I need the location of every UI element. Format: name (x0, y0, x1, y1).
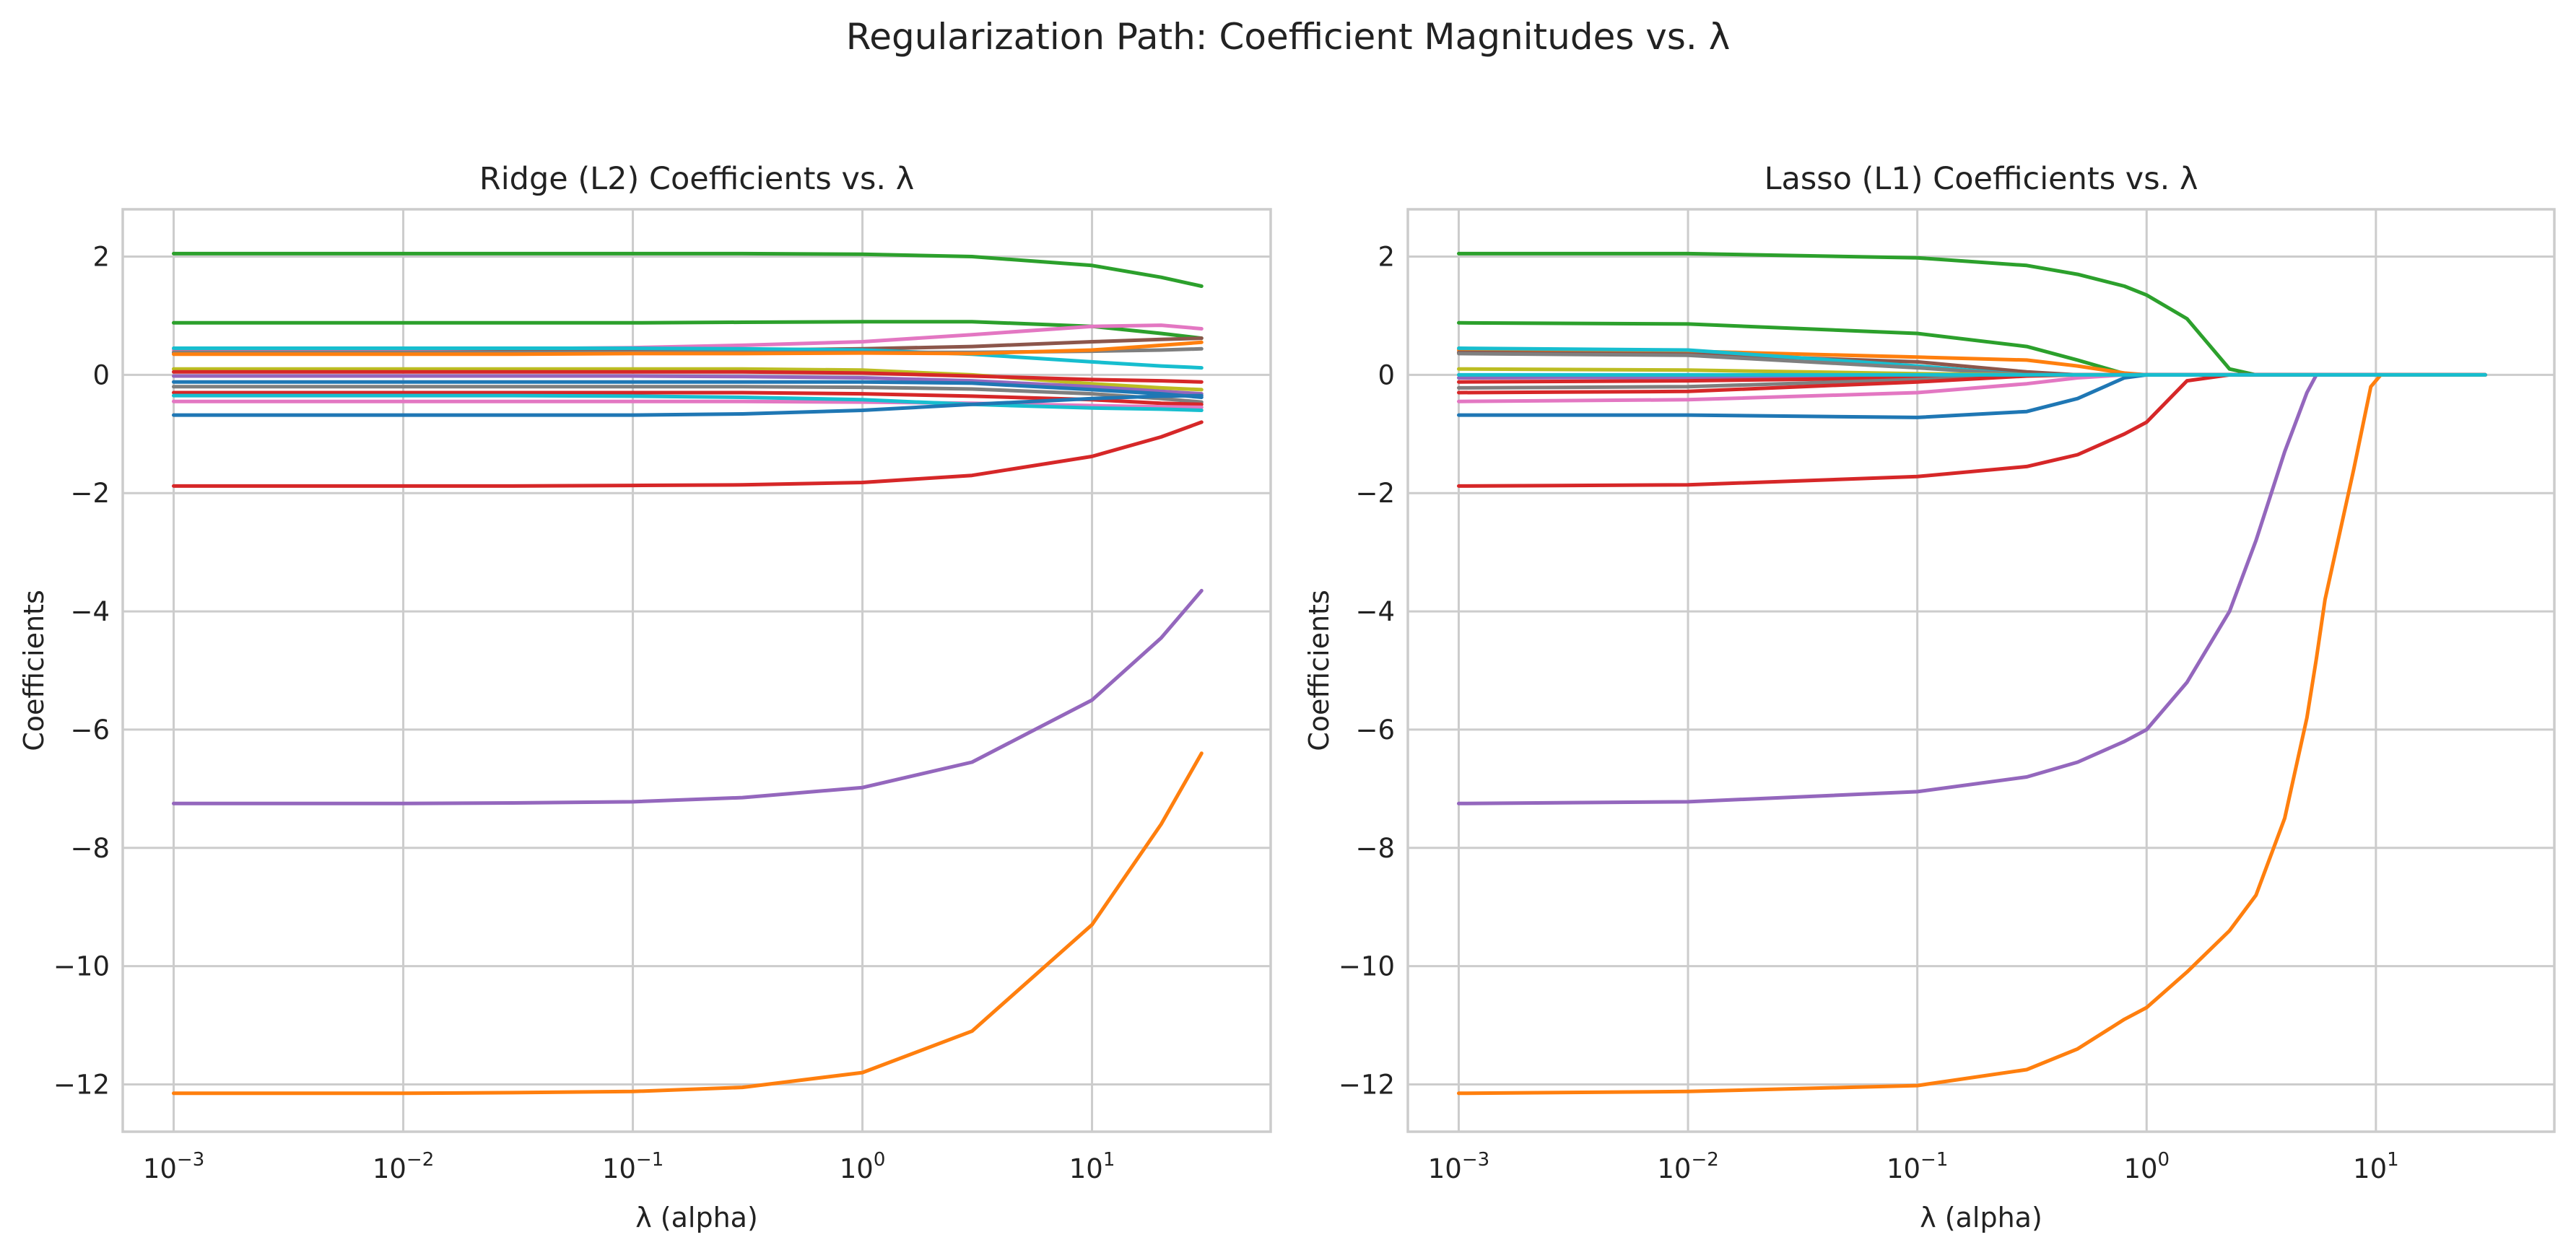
lasso-series-line-0 (1457, 251, 2487, 377)
lasso-x-axis-label: λ (alpha) (1920, 1202, 2042, 1233)
ridge-series-line-12 (172, 390, 1204, 406)
figure-title: Regularization Path: Coefficient Magnitu… (845, 16, 1731, 58)
ridge-ytick-label-6: −10 (53, 951, 110, 982)
lasso-xtick-label-3: 100 (2123, 1149, 2170, 1184)
ridge-ytick-label-7: −12 (53, 1069, 110, 1100)
lasso-ytick-label-1: 0 (1378, 359, 1395, 390)
lasso-xtick-label-4: 101 (2353, 1149, 2399, 1184)
ridge-series-line-1 (172, 320, 1204, 341)
lasso-ytick-label-3: −4 (1355, 596, 1395, 627)
ridge-xtick-label-0: 10−3 (143, 1149, 204, 1184)
lasso-xtick-label-2: 10−1 (1887, 1149, 1948, 1184)
ridge-panel: 10−3 10−2 10−1 100 101 2 0 −2 −4 −6 −8 −10 −12 Ridge … (18, 161, 1272, 1233)
ridge-y-axis-label: Coefficients (18, 590, 50, 751)
ridge-series-line-11 (172, 385, 1204, 404)
ridge-series-line-15 (172, 393, 1204, 417)
lasso-panel-title: Lasso (L1) Coefficients vs. λ (1765, 161, 2198, 197)
ridge-ytick-label-2: −2 (70, 478, 110, 509)
ridge-series-line-17 (172, 588, 1204, 805)
ridge-series-line-4 (172, 346, 1204, 370)
ridge-xtick-label-2: 10−1 (602, 1149, 663, 1184)
ridge-xtick-label-3: 100 (840, 1149, 886, 1184)
lasso-ytick-label-5: −8 (1355, 833, 1395, 864)
ridge-x-axis-label: λ (alpha) (635, 1202, 758, 1233)
lasso-xtick-label-0: 10−3 (1428, 1149, 1489, 1184)
lasso-series-line-14 (1457, 372, 2487, 805)
ridge-ytick-label-1: 0 (92, 359, 110, 390)
ridge-ytick-label-5: −8 (70, 833, 110, 864)
ridge-series-line-13 (172, 399, 1204, 409)
ridge-ytick-label-0: 2 (92, 242, 110, 273)
lasso-series-line-5 (1457, 351, 2487, 377)
ridge-series-line-14 (172, 393, 1204, 412)
lasso-ytick-label-4: −6 (1355, 715, 1395, 746)
lasso-axes-frame (1406, 208, 2556, 1133)
ridge-xtick-label-1: 10−2 (373, 1149, 434, 1184)
ridge-series-line-6 (172, 340, 1204, 357)
ridge-panel-title: Ridge (L2) Coefficients vs. λ (479, 161, 914, 197)
ridge-ytick-label-3: −4 (70, 596, 110, 627)
lasso-xtick-label-1: 10−2 (1657, 1149, 1718, 1184)
ridge-series-line-8 (172, 370, 1204, 384)
ridge-series-line-16 (172, 420, 1204, 488)
ridge-series-line-18 (172, 751, 1204, 1096)
ridge-series-line-9 (172, 374, 1204, 396)
ridge-xtick-label-4: 101 (1069, 1149, 1115, 1184)
ridge-series-line-10 (172, 380, 1204, 399)
lasso-ytick-label-0: 2 (1378, 242, 1395, 273)
lasso-series-line-15 (1457, 372, 2487, 1096)
lasso-ytick-label-7: −12 (1339, 1069, 1395, 1100)
ridge-series-line-7 (172, 367, 1204, 392)
ridge-axes-frame (121, 208, 1272, 1133)
lasso-ytick-label-6: −10 (1339, 951, 1395, 982)
lasso-ytick-label-2: −2 (1355, 478, 1395, 509)
lasso-panel: 10−3 10−2 10−1 100 101 2 0 −2 −4 −6 −8 −10 −12 Lasso … (1303, 161, 2556, 1233)
ridge-ytick-label-4: −6 (70, 715, 110, 746)
lasso-y-axis-label: Coefficients (1303, 590, 1335, 751)
ridge-series-line-2 (172, 323, 1204, 352)
ridge-series-line-0 (172, 251, 1204, 288)
